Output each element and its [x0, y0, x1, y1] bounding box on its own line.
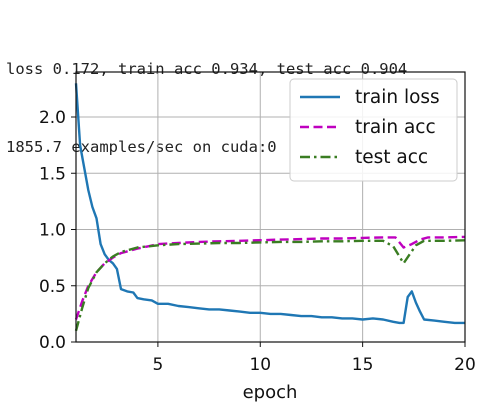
- y-tick-label: 1.0: [39, 221, 66, 241]
- legend-box: [289, 78, 458, 182]
- x-tick-label: 15: [352, 355, 374, 375]
- series-layer: [74, 83, 466, 332]
- legend: train loss train acc test acc: [289, 78, 458, 182]
- x-tick-label: 20: [454, 355, 476, 375]
- series-line-train-loss: [74, 83, 465, 325]
- throughput-line: 1855.7 examples/sec on cuda:0: [6, 138, 277, 156]
- x-tick-label: 5: [152, 355, 163, 375]
- x-tick-label: 10: [249, 355, 271, 375]
- y-tick-label: 0.0: [39, 333, 66, 353]
- y-tick-label: 2.0: [39, 108, 66, 128]
- metrics-line: loss 0.172, train acc 0.934, test acc 0.…: [6, 60, 408, 78]
- x-axis-label: epoch: [243, 382, 298, 403]
- y-tick-label: 0.5: [39, 277, 66, 297]
- plot-frame: [75, 71, 466, 343]
- legend-label: test acc: [355, 147, 428, 168]
- tick-layer: 5 10 15 20 0.0 0.5 1.0 1.5 2.0: [39, 108, 476, 375]
- series-line-test-acc: [74, 239, 466, 332]
- legend-label: train loss: [355, 87, 440, 108]
- console-output: loss 0.172, train acc 0.934, test acc 0.…: [6, 4, 407, 186]
- series-line-train-acc: [74, 235, 466, 320]
- legend-label: train acc: [355, 117, 436, 138]
- y-tick-label: 1.5: [39, 164, 66, 184]
